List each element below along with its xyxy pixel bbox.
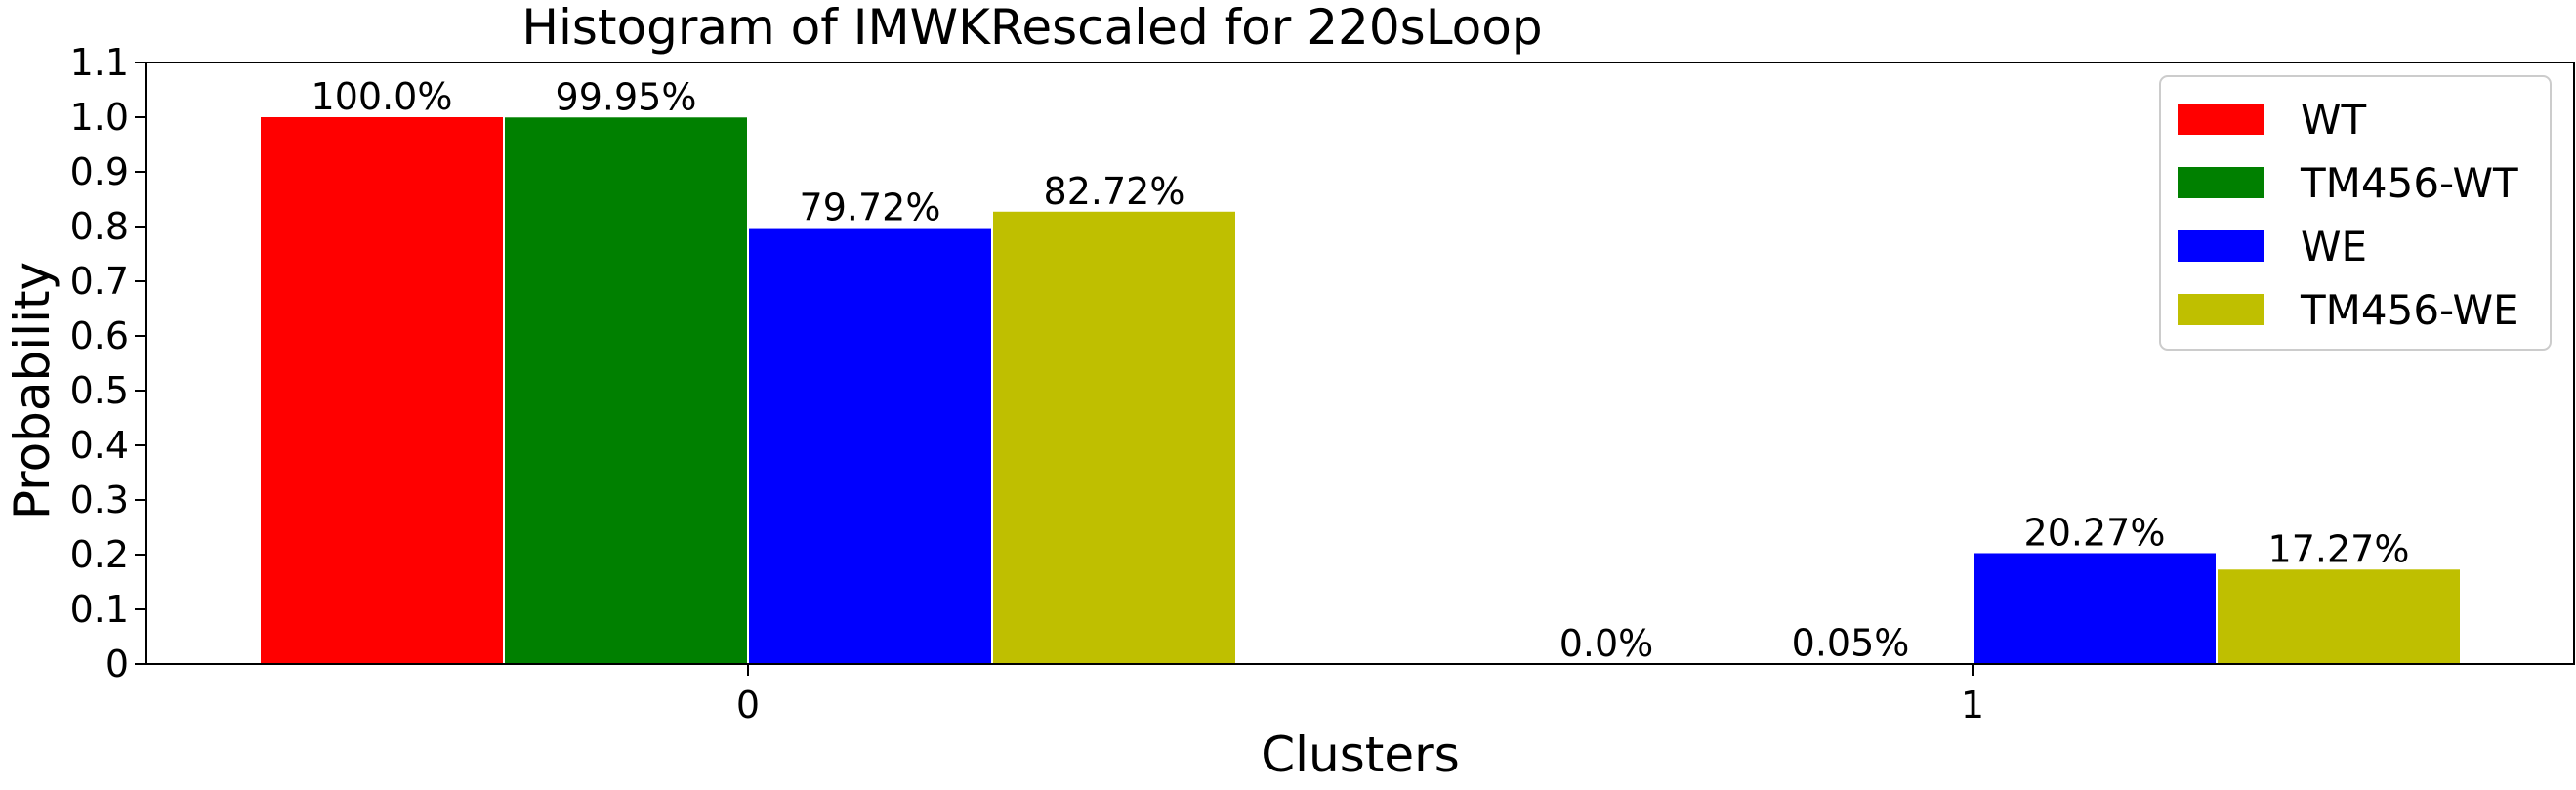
- data-label: 0.0%: [1559, 622, 1654, 665]
- data-label: 79.72%: [800, 187, 941, 229]
- bar-tm456-wt: [505, 117, 747, 664]
- legend-label: TM456-WT: [2300, 159, 2518, 207]
- data-label: 82.72%: [1044, 170, 1185, 213]
- data-label: 0.05%: [1792, 622, 1910, 665]
- bar-wt: [261, 117, 503, 664]
- y-tick-label: 0.5: [70, 369, 129, 412]
- legend-swatch: [2178, 230, 2264, 262]
- x-tick-label: 1: [1961, 684, 1984, 727]
- legend-swatch: [2178, 104, 2264, 135]
- x-axis-label: Clusters: [1261, 727, 1460, 783]
- y-tick-label: 1.0: [70, 96, 129, 139]
- y-tick-label: 0: [105, 643, 129, 686]
- y-tick-label: 0.6: [70, 314, 129, 357]
- data-label: 99.95%: [556, 75, 697, 118]
- y-axis-label: Probability: [4, 262, 61, 520]
- y-tick-label: 0.2: [70, 533, 129, 576]
- y-tick-label: 0.9: [70, 150, 129, 193]
- legend-swatch: [2178, 294, 2264, 325]
- legend-swatch: [2178, 167, 2264, 198]
- bar-tm456-we: [993, 211, 1235, 664]
- bar-we: [749, 228, 991, 664]
- x-tick-label: 0: [736, 684, 760, 727]
- y-tick-label: 0.3: [70, 478, 129, 521]
- legend-box: [2159, 75, 2552, 351]
- legend: WT TM456-WT WE TM456-WE: [2159, 75, 2552, 351]
- y-tick-label: 1.1: [70, 41, 129, 84]
- bar-tm456-we: [2218, 569, 2460, 664]
- data-label: 17.27%: [2268, 527, 2410, 570]
- data-label: 20.27%: [2024, 511, 2166, 554]
- chart-title: Histogram of IMWKRescaled for 220sLoop: [521, 0, 1542, 56]
- bar-we: [1974, 553, 2216, 664]
- y-tick-label: 0.1: [70, 588, 129, 631]
- y-tick-label: 0.8: [70, 205, 129, 248]
- plot-area: 00.10.20.30.40.50.60.70.80.91.01.1100.0%…: [70, 41, 2460, 727]
- data-label: 100.0%: [312, 75, 453, 118]
- legend-label: WE: [2301, 223, 2367, 270]
- y-tick-label: 0.7: [70, 260, 129, 303]
- y-tick-label: 0.4: [70, 424, 129, 467]
- plot-frame: [145, 62, 2575, 665]
- legend-label: WT: [2301, 96, 2367, 144]
- legend-label: TM456-WE: [2300, 286, 2519, 334]
